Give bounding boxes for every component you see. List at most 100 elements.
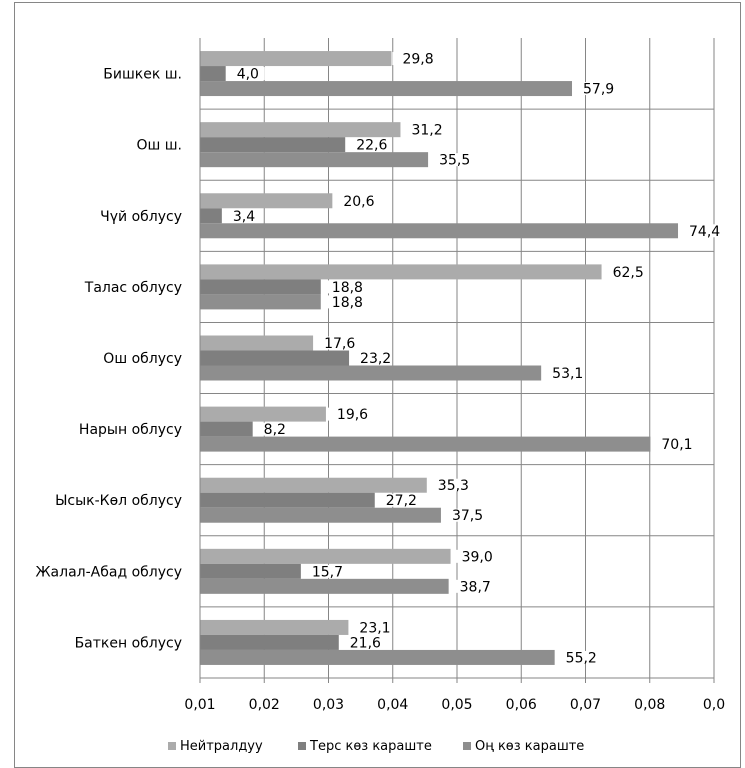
legend: Нейтралдуу Терс көз караште Оң көз караште bbox=[168, 739, 584, 754]
x-tick-label: 0,05 bbox=[441, 697, 472, 713]
data-label-bg bbox=[429, 153, 468, 167]
category-labels: Бишкек ш. Ош ш. Чүй облусу Талас облусу Ош о… bbox=[35, 67, 182, 652]
data-label: 38,7 bbox=[460, 579, 491, 595]
bar bbox=[200, 365, 542, 381]
bar bbox=[200, 223, 679, 239]
legend-swatch bbox=[168, 742, 176, 750]
bar bbox=[200, 634, 339, 650]
data-label: 17,6 bbox=[324, 336, 355, 352]
legend-swatch bbox=[463, 742, 471, 750]
data-label-bg bbox=[333, 194, 372, 208]
bar bbox=[200, 477, 427, 493]
data-label: 53,1 bbox=[552, 366, 583, 382]
data-label: 20,6 bbox=[343, 194, 374, 210]
category-label: Чүй облусу bbox=[100, 209, 182, 225]
bar bbox=[200, 350, 350, 366]
data-label-bg bbox=[350, 351, 389, 365]
bar bbox=[200, 578, 449, 594]
data-label-bg bbox=[542, 366, 581, 380]
data-label: 8,2 bbox=[264, 422, 286, 438]
data-label-bg bbox=[427, 478, 466, 492]
data-label: 35,3 bbox=[438, 478, 469, 494]
category-label: Баткен облусу bbox=[75, 635, 182, 651]
bar bbox=[200, 619, 349, 635]
data-label-bg bbox=[555, 650, 594, 664]
data-label-bg bbox=[449, 579, 488, 593]
data-label: 18,8 bbox=[332, 295, 363, 311]
bar bbox=[200, 563, 301, 579]
legend-label: Терс көз караште bbox=[309, 739, 432, 754]
data-label: 19,6 bbox=[337, 407, 368, 423]
data-label-bg bbox=[349, 620, 388, 634]
data-label: 3,4 bbox=[233, 209, 255, 225]
data-label-bg bbox=[451, 549, 490, 563]
data-label: 27,2 bbox=[386, 493, 417, 509]
bar bbox=[200, 294, 321, 310]
data-label: 22,6 bbox=[356, 138, 387, 154]
bar bbox=[200, 81, 573, 97]
x-tick-label: 0,04 bbox=[377, 697, 408, 713]
data-label-bg bbox=[401, 123, 440, 137]
bar bbox=[200, 279, 321, 295]
data-label: 39,0 bbox=[462, 549, 493, 565]
bar bbox=[200, 137, 346, 153]
data-label-bg bbox=[651, 437, 690, 451]
legend-label: Оң көз караште bbox=[475, 739, 584, 754]
data-label: 18,8 bbox=[332, 280, 363, 296]
bar bbox=[200, 335, 314, 351]
data-label: 70,1 bbox=[661, 437, 692, 453]
legend-label: Нейтралдуу bbox=[180, 739, 263, 754]
data-label-bg bbox=[392, 52, 431, 66]
data-label-bg bbox=[346, 138, 385, 152]
x-tick-labels: 0,01 0,02 0,03 0,04 0,05 0,06 0,07 0,08 0,0 bbox=[184, 697, 725, 713]
data-label: 29,8 bbox=[402, 52, 433, 68]
data-label: 15,7 bbox=[312, 564, 343, 580]
bar bbox=[200, 492, 375, 508]
bar bbox=[200, 51, 392, 67]
x-tick-label: 0,06 bbox=[506, 697, 537, 713]
bar bbox=[200, 436, 651, 452]
category-label: Талас облусу bbox=[84, 280, 182, 296]
data-label-bg bbox=[339, 635, 378, 649]
data-label: 23,1 bbox=[359, 620, 390, 636]
data-label-bg bbox=[321, 295, 360, 309]
x-tick-label: 0,07 bbox=[570, 697, 601, 713]
data-label-bg bbox=[226, 67, 265, 81]
data-label-bg bbox=[301, 564, 340, 578]
data-label: 4,0 bbox=[237, 67, 259, 83]
x-tick-label: 0,08 bbox=[634, 697, 665, 713]
bar bbox=[200, 152, 429, 168]
data-label-bg bbox=[321, 280, 360, 294]
category-label: Ош ш. bbox=[136, 138, 182, 154]
bar bbox=[200, 66, 226, 82]
bar bbox=[200, 507, 441, 523]
data-label-bg bbox=[314, 336, 353, 350]
category-label: Бишкек ш. bbox=[103, 67, 182, 83]
data-label-bg bbox=[679, 224, 718, 238]
data-label: 21,6 bbox=[350, 635, 381, 651]
data-label: 74,4 bbox=[689, 224, 720, 240]
data-label: 57,9 bbox=[583, 82, 614, 98]
data-label-bg bbox=[375, 493, 414, 507]
bar bbox=[200, 193, 333, 209]
x-tick-label: 0,03 bbox=[313, 697, 344, 713]
category-label: Нарын облусу bbox=[79, 422, 182, 438]
bar bbox=[200, 122, 401, 138]
data-label-bg bbox=[222, 209, 261, 223]
data-label-bg bbox=[253, 422, 292, 436]
bar bbox=[200, 548, 451, 564]
data-label-bg bbox=[326, 407, 365, 421]
data-label: 35,5 bbox=[439, 153, 470, 169]
data-label: 37,5 bbox=[452, 508, 483, 524]
bar bbox=[200, 406, 326, 422]
data-label: 23,2 bbox=[360, 351, 391, 367]
category-label: Жалал-Абад облусу bbox=[35, 564, 182, 580]
x-tick-label: 0,0 bbox=[703, 697, 725, 713]
data-label-bg bbox=[602, 265, 641, 279]
axes bbox=[199, 38, 715, 683]
bars: 29,8 4,0 57,9 31,2 22,6 35,5 20,6 3,4 74,4 62,5 18… bbox=[200, 51, 720, 666]
bar bbox=[200, 649, 555, 665]
data-label: 55,2 bbox=[566, 650, 597, 666]
x-tick-label: 0,02 bbox=[249, 697, 280, 713]
